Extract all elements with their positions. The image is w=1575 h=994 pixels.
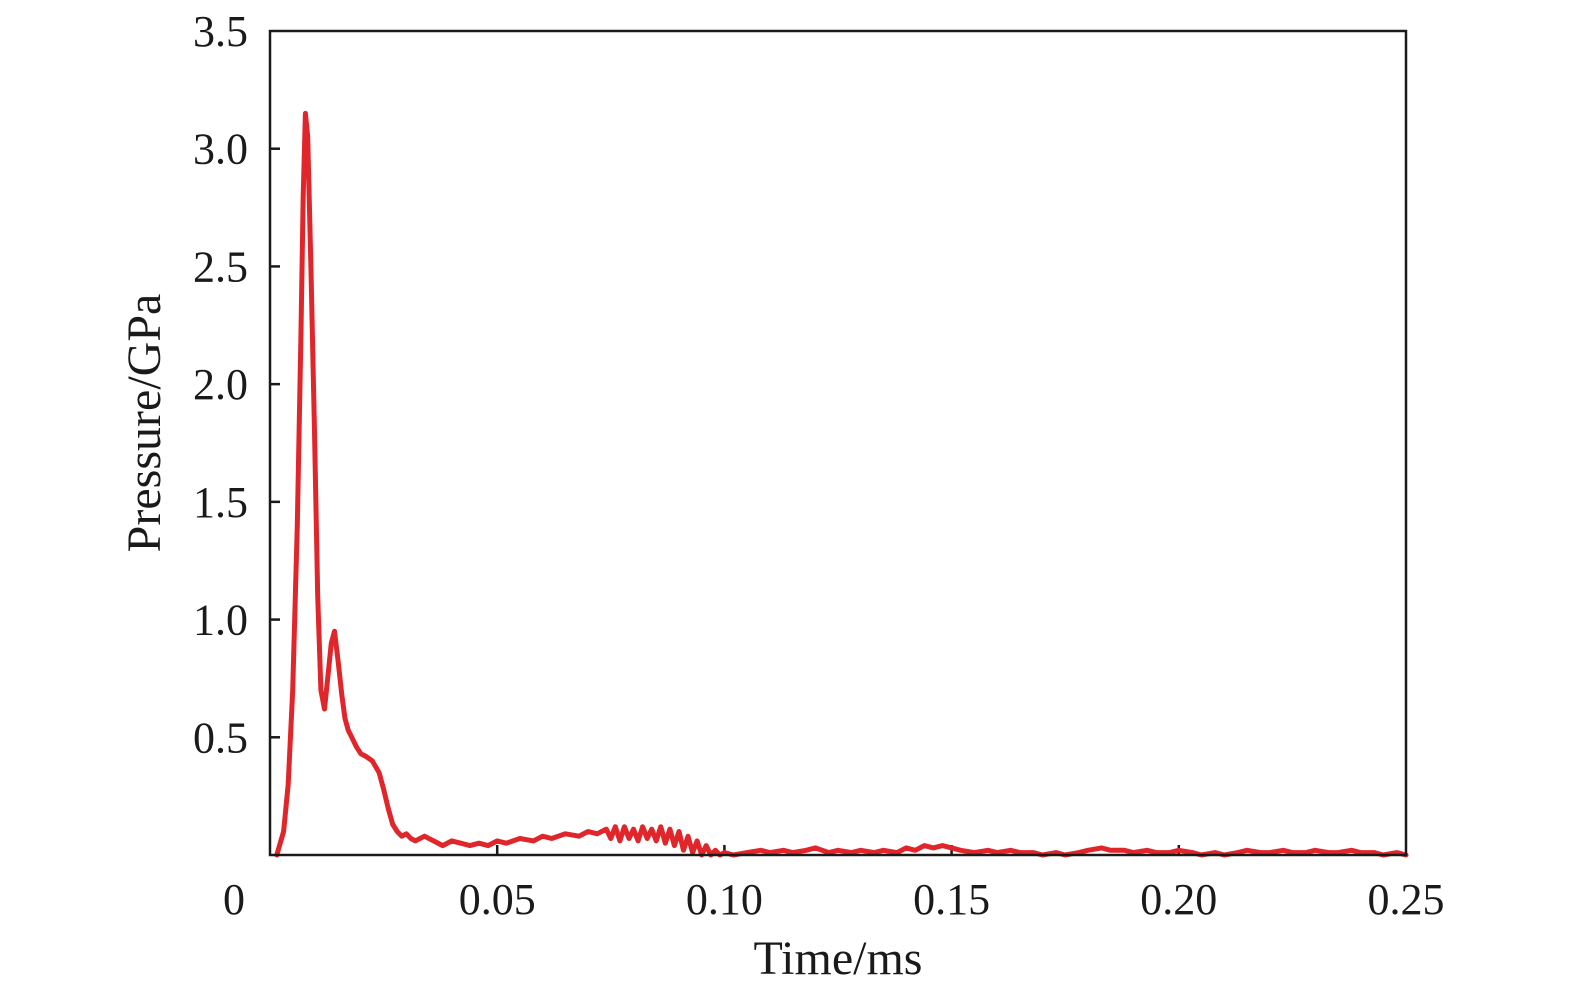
y-tick-label: 2.5 — [193, 242, 248, 291]
y-tick-label: 1.0 — [193, 596, 248, 645]
x-tick-label: 0.20 — [1140, 875, 1217, 924]
labels-layer: 0 0.05 0.10 0.15 0.20 0.25 0.5 1.0 1.5 2.0 2.5 3.0 3… — [193, 7, 1445, 924]
y-tick-label: 1.5 — [193, 478, 248, 527]
y-tick-label: 3.0 — [193, 125, 248, 174]
x-tick-label: 0.05 — [459, 875, 536, 924]
y-tick-label: 3.5 — [193, 7, 248, 56]
x-tick-label: 0.25 — [1368, 875, 1445, 924]
plot-frame — [268, 29, 1408, 857]
x-tick-label: 0.15 — [913, 875, 990, 924]
series-layer — [274, 110, 1409, 858]
y-tick-label: 0.5 — [193, 713, 248, 762]
y-axis-title: Pressure/GPa — [118, 294, 171, 553]
pressure-series-line — [274, 110, 1409, 858]
x-tick-label: 0 — [223, 875, 245, 924]
y-tick-label: 2.0 — [193, 360, 248, 409]
x-tick-label: 0.10 — [686, 875, 763, 924]
ticks-layer — [270, 147, 1181, 855]
x-axis-title: Time/ms — [754, 932, 923, 985]
